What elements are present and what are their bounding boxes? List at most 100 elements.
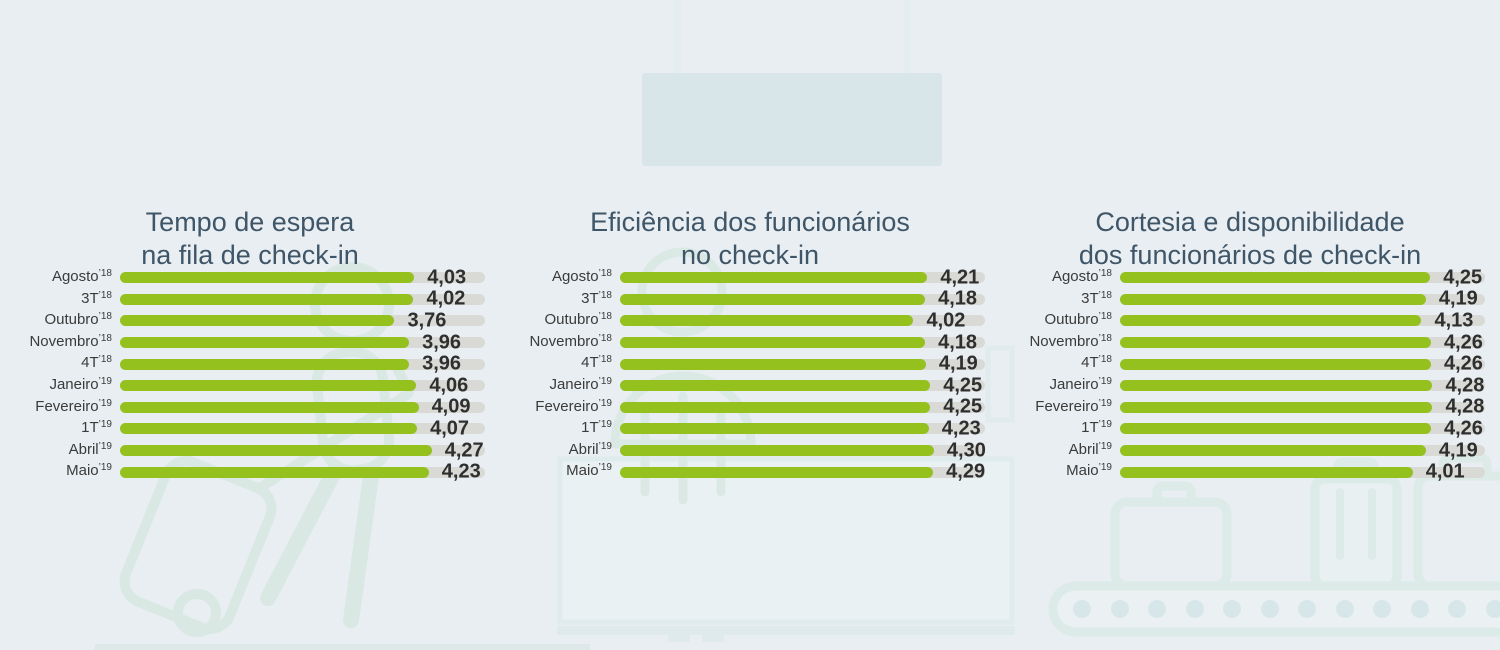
category-label: Outubro’18: [1000, 309, 1112, 333]
category-year-superscript: ’18: [1098, 311, 1112, 323]
category-name: Fevereiro: [1035, 397, 1099, 415]
category-year-superscript: ’18: [598, 354, 612, 366]
bar-track-area: 4,02: [620, 309, 985, 332]
category-label: 4T’18: [500, 352, 612, 376]
bar-track-area: 4,13: [1120, 309, 1485, 332]
bar-row: Maio’19 4,29: [500, 461, 1000, 483]
value-label: 3,96: [422, 352, 462, 375]
bar-track-area: 4,25: [620, 396, 985, 419]
bar-row: 4T’18 3,96: [0, 353, 500, 375]
category-label: Janeiro’19: [1000, 374, 1112, 398]
category-label: Janeiro’19: [0, 374, 112, 398]
chart-title: Cortesia e disponibilidade dos funcionár…: [1000, 206, 1500, 272]
category-name: 1T: [81, 419, 99, 437]
category-name: Janeiro: [49, 375, 99, 393]
bar-row: Abril’19 4,19: [1000, 439, 1500, 462]
bar-track-area: 3,96: [120, 331, 485, 354]
bar-fill: [120, 358, 410, 370]
category-name: Abril: [68, 440, 99, 458]
category-name: 4T: [81, 354, 99, 372]
category-label: Maio’19: [0, 460, 112, 484]
chart-cortesia-disponibilidade: Cortesia e disponibilidade dos funcionár…: [1000, 0, 1500, 650]
bar-row: Janeiro’19 4,28: [1000, 374, 1500, 398]
chart-title: Eficiência dos funcionários no check-in: [500, 206, 1000, 272]
bar-track-area: 4,26: [1120, 353, 1485, 375]
bar-fill: [620, 445, 934, 457]
category-year-superscript: ’18: [598, 311, 612, 323]
value-label: 4,09: [431, 395, 471, 418]
chart-tempo-de-espera: Tempo de espera na fila de check-in Agos…: [0, 0, 500, 650]
bar-row: Novembro’18 3,96: [0, 331, 500, 354]
bar-row: Agosto’18 4,03: [0, 266, 500, 290]
bar-track-area: 3,76: [120, 309, 485, 332]
category-name: Janeiro: [549, 375, 599, 393]
category-label: Agosto’18: [0, 266, 112, 290]
bar-track-area: 4,02: [120, 288, 485, 311]
bar-fill: [120, 337, 410, 349]
category-name: Maio: [566, 462, 599, 480]
category-label: 1T’19: [500, 417, 612, 441]
category-year-superscript: ’18: [98, 289, 112, 301]
category-label: Agosto’18: [1000, 266, 1112, 290]
category-label: Janeiro’19: [500, 374, 612, 398]
bar-row: Maio’19 4,23: [0, 461, 500, 483]
chart-eficiencia-funcionarios: Eficiência dos funcionários no check-in …: [500, 0, 1000, 650]
category-name: Fevereiro: [535, 397, 599, 415]
category-name: 3T: [1081, 289, 1099, 307]
category-year-superscript: ’18: [1098, 332, 1112, 344]
category-name: 3T: [81, 289, 99, 307]
bar-fill: [620, 315, 914, 327]
category-year-superscript: ’19: [98, 462, 112, 474]
bar-fill: [1120, 401, 1433, 413]
bar-fill: [1120, 337, 1431, 349]
category-name: Outubro: [1044, 311, 1099, 329]
bar-fill: [1120, 293, 1426, 305]
bar-track-area: 4,19: [1120, 439, 1485, 462]
category-year-superscript: ’18: [598, 332, 612, 344]
bar-track-area: 4,28: [1120, 396, 1485, 419]
bar-track-area: 4,26: [1120, 417, 1485, 440]
bar-row: Outubro’18 3,76: [0, 309, 500, 332]
bar-row: Janeiro’19 4,06: [0, 374, 500, 398]
bar-track-area: 4,23: [120, 461, 485, 483]
category-year-superscript: ’19: [98, 440, 112, 452]
chart-title-line1: Cortesia e disponibilidade: [1095, 207, 1405, 238]
category-name: Outubro: [544, 311, 599, 329]
category-year-superscript: ’19: [98, 375, 112, 387]
value-label: 4,19: [1438, 439, 1478, 462]
bar-track-area: 4,23: [620, 417, 985, 440]
value-label: 4,23: [441, 460, 481, 483]
category-name: Maio: [66, 462, 99, 480]
bar-row: 1T’19 4,23: [500, 417, 1000, 441]
value-label: 4,13: [1434, 309, 1474, 332]
bar-fill: [1120, 423, 1431, 435]
bar-fill: [620, 380, 931, 392]
bar-track-area: 4,25: [1120, 266, 1485, 289]
bar-track-area: 4,27: [120, 439, 485, 462]
bar-row: Outubro’18 4,13: [1000, 309, 1500, 333]
bar-row: Agosto’18 4,25: [1000, 266, 1500, 290]
category-year-superscript: ’19: [598, 397, 612, 409]
bar-row: 3T’18 4,19: [1000, 287, 1500, 311]
category-label: Maio’19: [1000, 460, 1112, 484]
category-year-superscript: ’18: [1098, 289, 1112, 301]
bar-row: 3T’18 4,02: [0, 288, 500, 311]
value-label: 4,18: [938, 287, 978, 310]
bar-track-area: 4,03: [120, 266, 485, 289]
bar-row: Fevereiro’19 4,09: [0, 395, 500, 419]
bar-track-area: 4,19: [1120, 287, 1485, 311]
category-name: 1T: [1081, 419, 1099, 437]
category-label: Fevereiro’19: [1000, 396, 1112, 420]
category-year-superscript: ’19: [98, 419, 112, 431]
bar-fill: [120, 423, 418, 435]
bar-track-area: 4,01: [1120, 461, 1485, 483]
category-year-superscript: ’19: [1098, 419, 1112, 431]
bar-fill: [620, 337, 926, 349]
bar-fill: [1120, 445, 1426, 457]
value-label: 4,02: [926, 309, 966, 332]
category-year-superscript: ’19: [1098, 440, 1112, 452]
category-name: Abril: [568, 440, 599, 458]
category-name: 4T: [1081, 354, 1099, 372]
value-label: 4,19: [1438, 287, 1478, 310]
bar-track-area: 4,19: [620, 353, 985, 375]
